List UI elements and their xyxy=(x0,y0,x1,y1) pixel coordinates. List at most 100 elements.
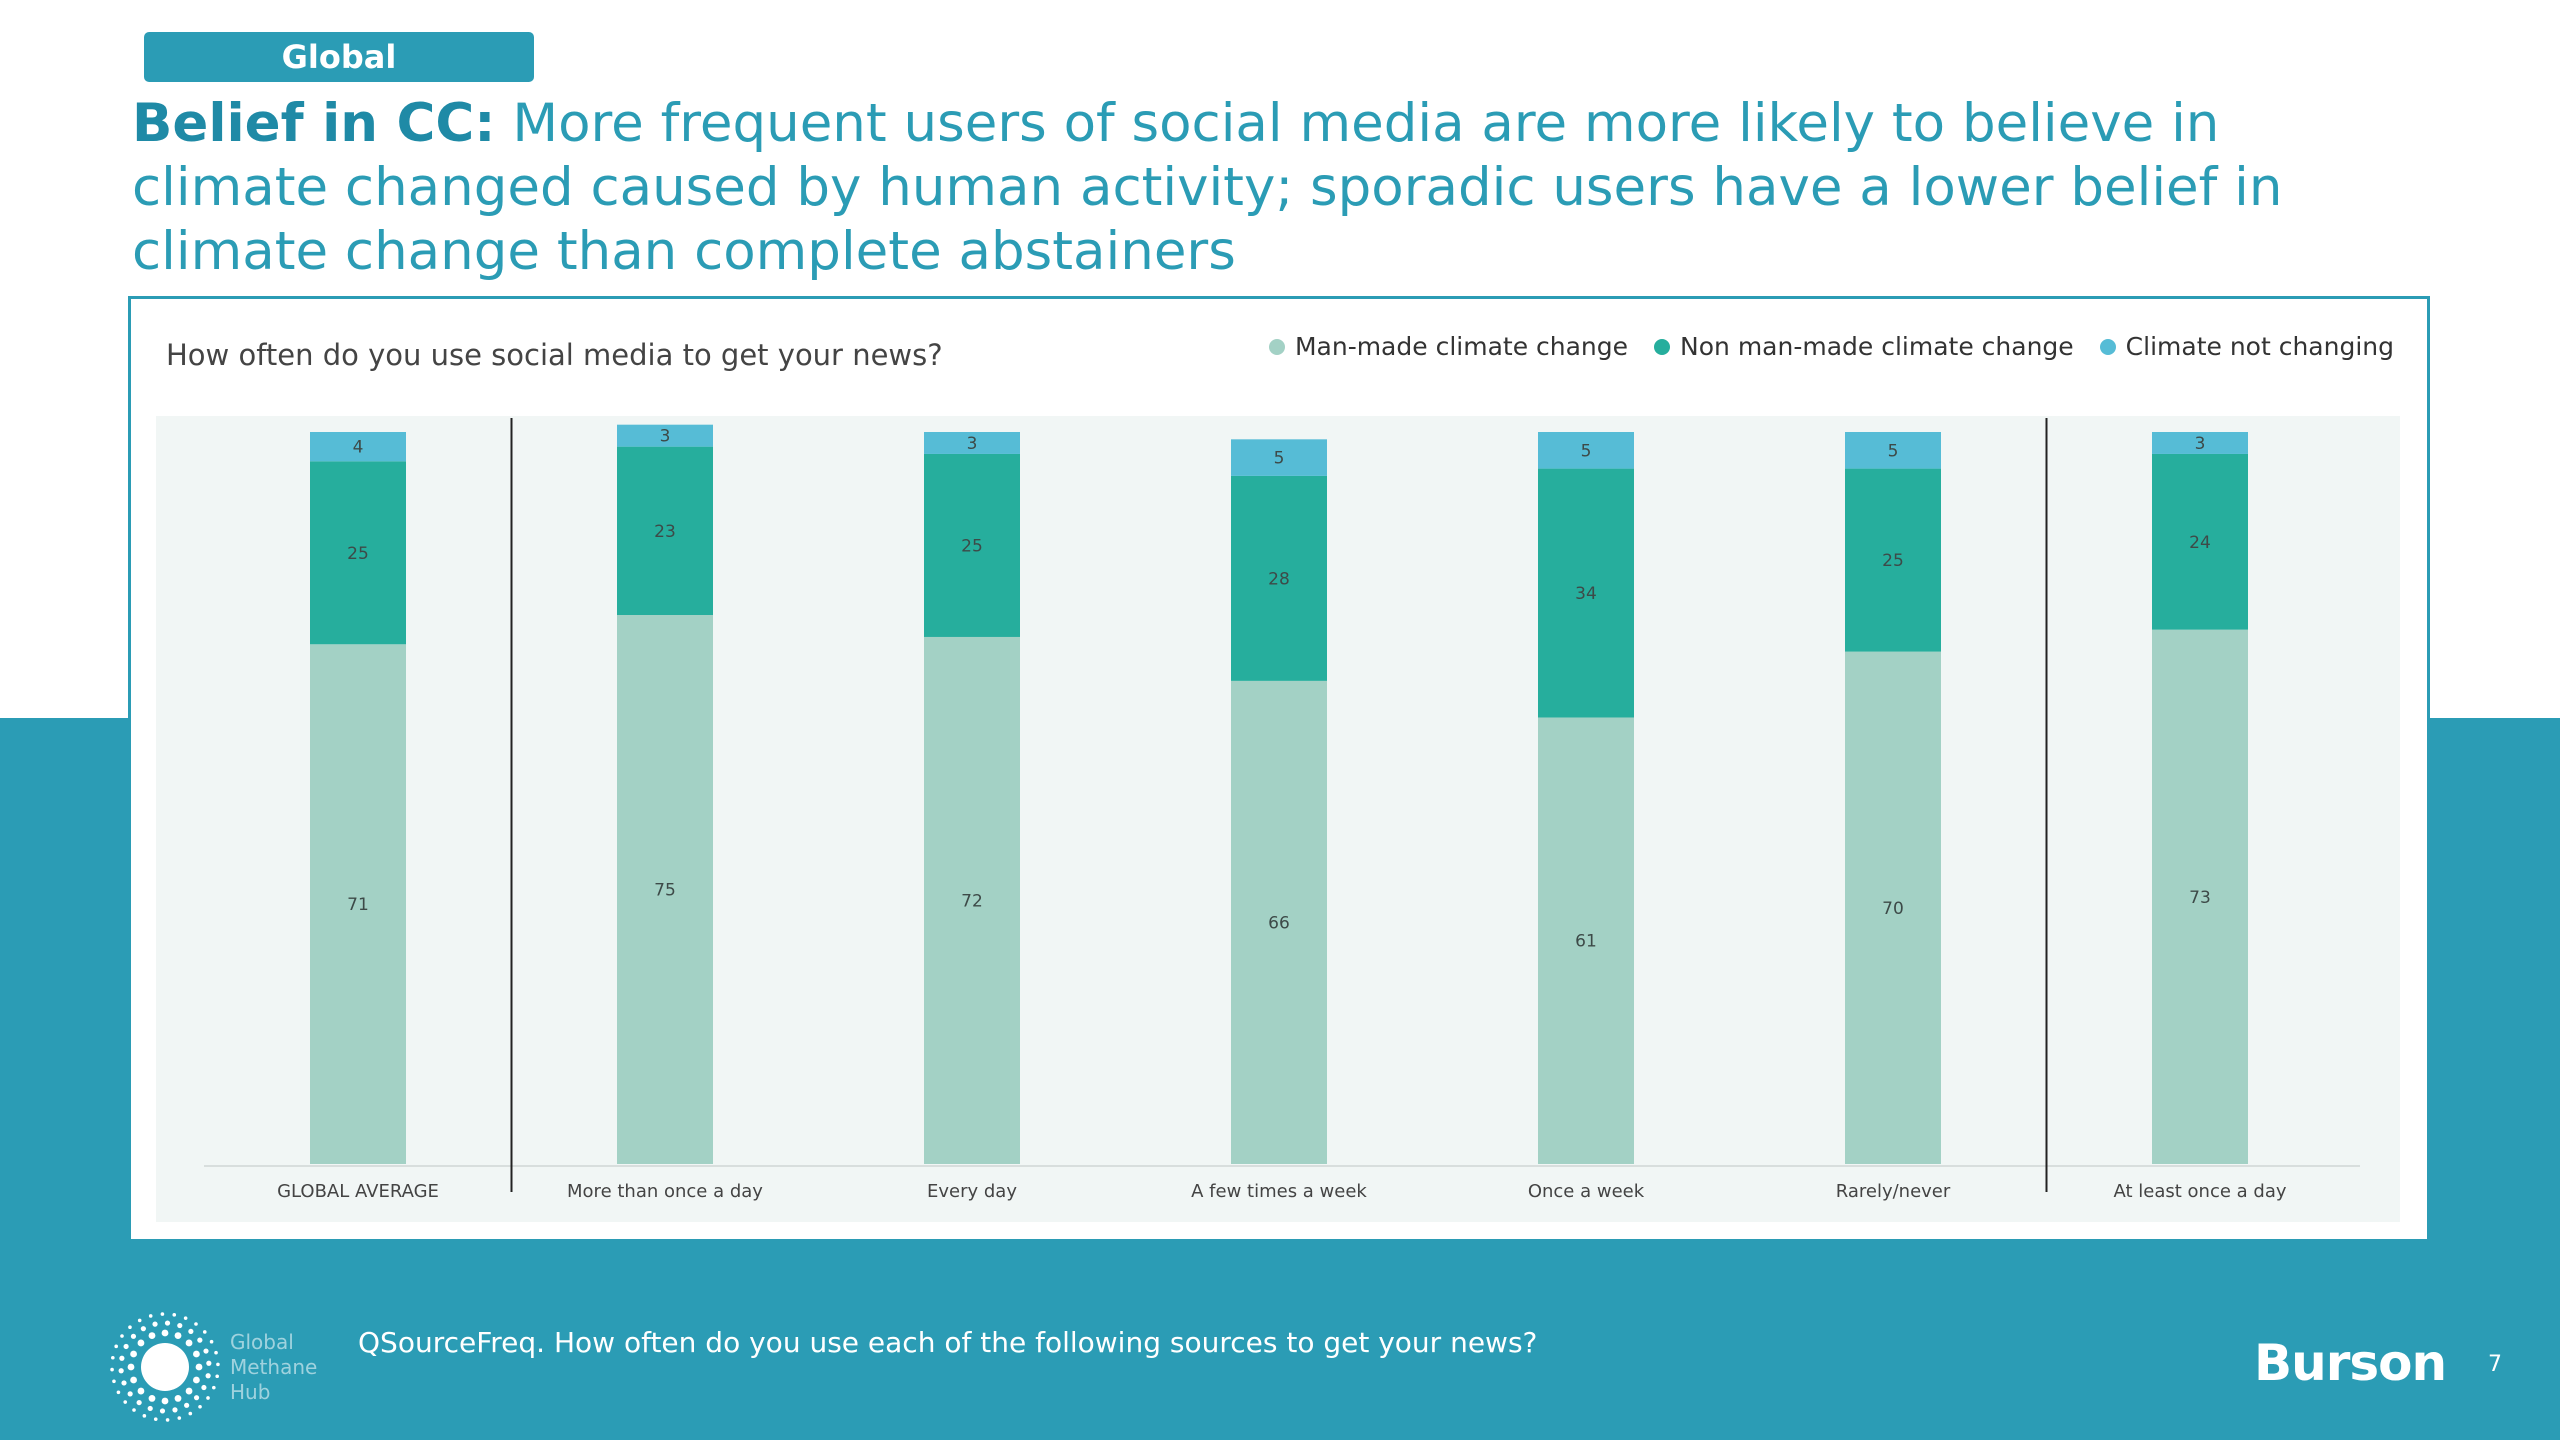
logo-dot xyxy=(148,1395,156,1402)
bar-segment-2-5 xyxy=(1538,468,1634,718)
logo-dot xyxy=(165,1418,170,1422)
logo-dot xyxy=(137,1318,142,1323)
bar-segment-2-3 xyxy=(924,453,1020,637)
x-tick-label-2: More than once a day xyxy=(567,1181,763,1202)
burson-logo: Burson xyxy=(2254,1334,2447,1392)
bar-segment-2-4 xyxy=(1231,475,1327,681)
data-label-1-2: 75 xyxy=(654,881,676,901)
data-label-1-7: 73 xyxy=(2189,888,2211,908)
bar-segment-3-7 xyxy=(2152,432,2248,454)
logo-dot xyxy=(161,1329,169,1337)
logo-dot xyxy=(194,1322,198,1326)
bar-segment-1-2 xyxy=(617,615,713,1164)
data-label-2-2: 23 xyxy=(654,522,676,542)
data-label-2-3: 25 xyxy=(961,536,983,556)
logo-dot xyxy=(123,1400,128,1404)
logo-dot xyxy=(185,1387,193,1395)
logo-text-line-2: Methane xyxy=(230,1355,318,1379)
logo-dot xyxy=(137,1387,145,1395)
bar-segment-2-1 xyxy=(310,461,406,645)
stacked-bar-chart: 71 25 4 GLOBAL AVERAGE 75 23 3 More than once a… xyxy=(156,416,2400,1222)
logo-dot xyxy=(198,1404,202,1409)
logo-dot xyxy=(132,1408,136,1412)
logo-dot xyxy=(195,1363,203,1371)
bar-segment-3-4 xyxy=(1231,439,1327,476)
methane-hub-logo xyxy=(108,1302,238,1432)
data-label-1-6: 70 xyxy=(1882,899,1904,919)
logo-dot xyxy=(159,1408,166,1414)
data-label-1-3: 72 xyxy=(961,891,983,911)
logo-dot xyxy=(201,1384,207,1391)
data-label-1-5: 61 xyxy=(1575,932,1597,952)
logo-dot xyxy=(183,1316,188,1320)
bar-segment-3-3 xyxy=(924,432,1020,454)
logo-dot xyxy=(206,1396,210,1400)
logo-dot xyxy=(148,1332,156,1339)
logo-dot xyxy=(209,1339,214,1344)
data-label-3-5: 5 xyxy=(1581,441,1592,461)
data-label-3-3: 3 xyxy=(967,434,978,454)
data-label-2-7: 24 xyxy=(2189,533,2211,553)
data-label-2-1: 25 xyxy=(347,544,369,564)
bar-segment-2-7 xyxy=(2152,453,2248,630)
legend-swatch-man-made xyxy=(1268,338,1285,355)
logo-dot xyxy=(140,1326,146,1332)
data-label-3-4: 5 xyxy=(1274,449,1285,469)
logo-dot xyxy=(118,1368,124,1374)
data-label-2-6: 25 xyxy=(1882,551,1904,571)
logo-dot xyxy=(212,1385,216,1390)
bar-segment-3-5 xyxy=(1538,432,1634,469)
chart-legend: Man-made climate change Non man-made cli… xyxy=(1268,332,2394,361)
data-label-1-4: 66 xyxy=(1268,913,1290,933)
logo-dot xyxy=(188,1328,194,1335)
legend-swatch-non-man-made xyxy=(1654,338,1671,355)
logo-dot xyxy=(111,1355,115,1360)
legend-label-non-man-made: Non man-made climate change xyxy=(1680,332,2074,361)
logo-dot xyxy=(142,1414,147,1418)
page-number: 7 xyxy=(2488,1352,2502,1377)
data-label-3-7: 3 xyxy=(2195,434,2206,454)
bar-segment-1-3 xyxy=(924,636,1020,1164)
bar-segment-3-2 xyxy=(617,424,713,447)
legend-swatch-not-changing xyxy=(2099,338,2116,355)
logo-dot xyxy=(174,1395,182,1402)
x-tick-label-6: Rarely/never xyxy=(1836,1181,1951,1202)
logo-dot xyxy=(202,1330,207,1334)
logo-dot xyxy=(206,1360,212,1366)
legend-item-not-changing: Climate not changing xyxy=(2099,332,2394,361)
logo-dot xyxy=(177,1416,182,1420)
logo-dot xyxy=(172,1407,178,1413)
logo-text-line-3: Hub xyxy=(230,1380,271,1404)
bar-segment-2-6 xyxy=(1845,468,1941,652)
logo-dot xyxy=(164,1320,171,1326)
logo-dot xyxy=(116,1390,121,1395)
logo-dot xyxy=(130,1350,137,1358)
logo-dot xyxy=(197,1337,203,1343)
bar-segment-1-4 xyxy=(1231,680,1327,1164)
region-tag: Global xyxy=(144,32,534,82)
bar-segment-1-1 xyxy=(310,644,406,1164)
legend-label-not-changing: Climate not changing xyxy=(2125,332,2394,361)
chart-title: How often do you use social media to get… xyxy=(166,338,943,372)
logo-dot xyxy=(184,1402,190,1408)
logo-dot xyxy=(153,1417,158,1421)
data-label-2-4: 28 xyxy=(1268,569,1290,589)
logo-dot xyxy=(148,1314,153,1318)
logo-dot xyxy=(123,1343,129,1350)
headline: Belief in CC: More frequent users of soc… xyxy=(132,92,2432,284)
logo-dot xyxy=(174,1332,182,1339)
logo-dot xyxy=(110,1367,114,1372)
legend-item-non-man-made: Non man-made climate change xyxy=(1654,332,2074,361)
headline-text: More frequent users of social media are … xyxy=(132,93,2283,282)
logo-dot xyxy=(205,1373,211,1379)
logo-dot xyxy=(127,1363,135,1371)
legend-label-man-made: Man-made climate change xyxy=(1294,332,1629,361)
logo-dot xyxy=(215,1374,219,1379)
logo-dot xyxy=(121,1380,127,1386)
logo-dot xyxy=(136,1399,142,1406)
logo-dot xyxy=(193,1395,200,1401)
logo-dot xyxy=(128,1325,132,1330)
logo-dot xyxy=(152,1321,158,1327)
logo-dot xyxy=(185,1339,193,1347)
logo-dot xyxy=(216,1362,220,1367)
